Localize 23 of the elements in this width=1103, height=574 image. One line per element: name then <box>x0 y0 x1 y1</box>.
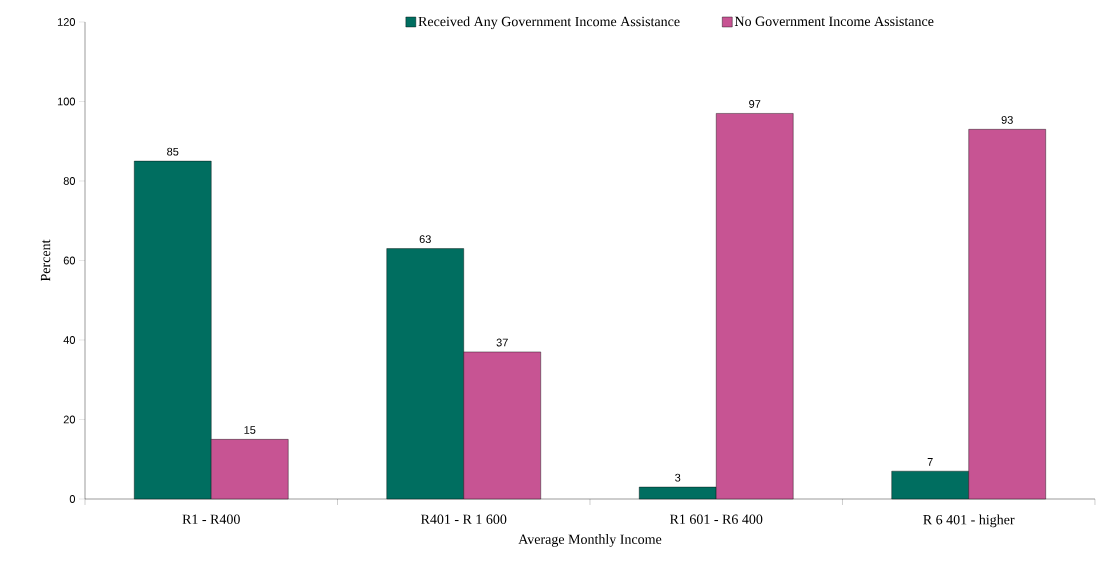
y-tick-label: 80 <box>63 177 76 185</box>
x-tick-label: R1 601 - R6 400 <box>669 514 763 524</box>
data-label: 85 <box>167 147 179 156</box>
data-label: 97 <box>749 100 761 108</box>
y-tick-label: 40 <box>63 336 76 344</box>
legend-label: No Government Income Assistance <box>734 16 934 27</box>
y-tick-label: 0 <box>69 495 76 503</box>
y-tick-label: 120 <box>57 18 76 26</box>
data-label: 37 <box>496 338 508 347</box>
x-tick-label: R1 - R400 <box>182 514 240 524</box>
data-label: 15 <box>244 426 256 434</box>
data-label: 93 <box>1001 116 1013 124</box>
y-tick-label: 100 <box>57 97 76 106</box>
x-tick-label: R 6 401 - higher <box>923 514 1015 528</box>
y-axis-title: Percent <box>40 239 51 282</box>
x-tick-label: R401 - R 1 600 <box>420 514 507 524</box>
data-label: 3 <box>675 473 681 482</box>
y-tick-label: 60 <box>63 256 76 265</box>
y-tick-label: 20 <box>63 415 76 424</box>
data-label: 7 <box>927 458 933 466</box>
legend-label: Received Any Government Income Assistance <box>418 16 680 30</box>
x-axis-title: Average Monthly Income <box>518 534 662 547</box>
data-label: 63 <box>419 235 431 244</box>
